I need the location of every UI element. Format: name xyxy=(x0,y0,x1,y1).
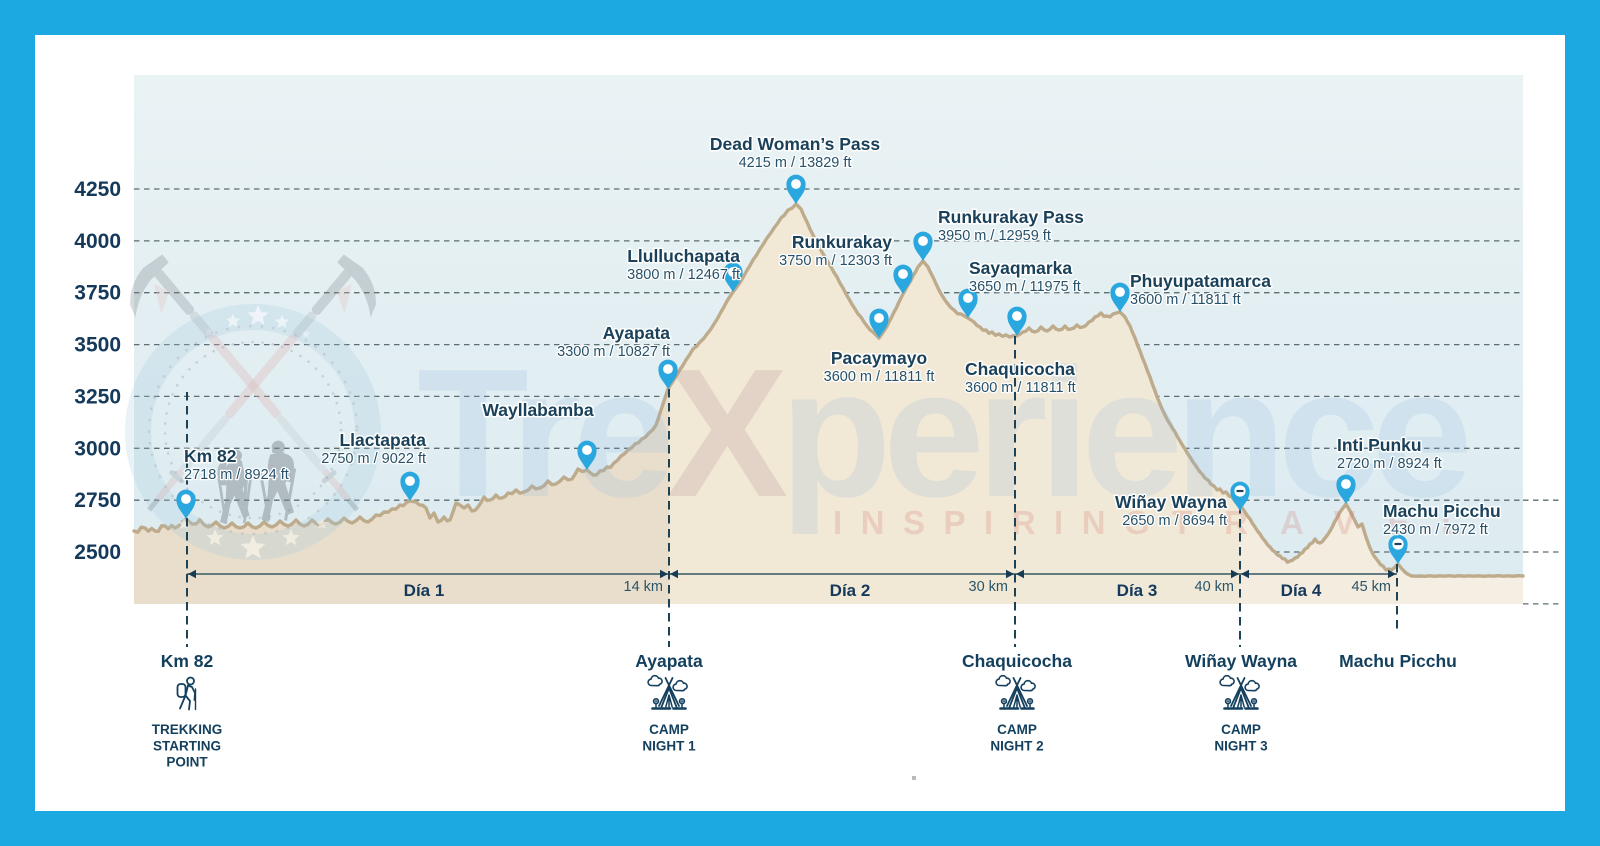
svg-text:Dead Woman’s Pass: Dead Woman’s Pass xyxy=(710,134,880,154)
svg-text:INSPIRING: INSPIRING xyxy=(833,504,1168,541)
svg-text:Día 2: Día 2 xyxy=(830,581,871,600)
svg-text:4215 m / 13829 ft: 4215 m / 13829 ft xyxy=(739,155,852,171)
svg-text:Km 82: Km 82 xyxy=(161,651,214,671)
svg-text:3500: 3500 xyxy=(74,334,121,357)
svg-text:Km 82: Km 82 xyxy=(184,446,237,466)
svg-text:Machu Picchu: Machu Picchu xyxy=(1339,651,1457,671)
svg-text:14 km: 14 km xyxy=(624,579,664,595)
svg-text:TreXperience: TreXperience xyxy=(417,330,1467,535)
svg-text:Chaquicocha: Chaquicocha xyxy=(965,359,1075,379)
svg-text:3250: 3250 xyxy=(74,385,121,408)
svg-text:2430 m / 7972 ft: 2430 m / 7972 ft xyxy=(1383,522,1488,538)
svg-text:2750 m / 9022 ft: 2750 m / 9022 ft xyxy=(321,451,426,467)
svg-text:2750: 2750 xyxy=(74,489,121,512)
svg-text:45 km: 45 km xyxy=(1352,579,1392,595)
svg-text:NIGHT 1: NIGHT 1 xyxy=(642,738,696,753)
svg-text:Día 1: Día 1 xyxy=(404,581,445,600)
svg-text:CAMP: CAMP xyxy=(1221,722,1261,737)
svg-text:Runkurakay: Runkurakay xyxy=(792,232,892,252)
svg-text:3000: 3000 xyxy=(74,437,121,460)
svg-text:Día 4: Día 4 xyxy=(1281,581,1322,600)
svg-text:3650 m / 11975 ft: 3650 m / 11975 ft xyxy=(969,279,1081,295)
svg-text:3300 m / 10827 ft: 3300 m / 10827 ft xyxy=(557,344,670,360)
svg-text:3950 m / 12959 ft: 3950 m / 12959 ft xyxy=(938,228,1051,244)
svg-text:NIGHT 3: NIGHT 3 xyxy=(1214,738,1268,753)
svg-text:2500: 2500 xyxy=(74,541,121,564)
svg-text:POINT: POINT xyxy=(166,755,208,770)
svg-text:3750: 3750 xyxy=(74,282,121,305)
svg-text:30 km: 30 km xyxy=(969,579,1009,595)
svg-text:Inti Punku: Inti Punku xyxy=(1337,435,1422,455)
svg-text:Wiñay Wayna: Wiñay Wayna xyxy=(1185,651,1297,671)
svg-text:Día 3: Día 3 xyxy=(1117,581,1158,600)
svg-text:Runkurakay Pass: Runkurakay Pass xyxy=(938,207,1084,227)
svg-text:4000: 4000 xyxy=(74,230,121,253)
svg-text:Ayapata: Ayapata xyxy=(635,651,703,671)
svg-text:3800 m / 12467 ft: 3800 m / 12467 ft xyxy=(627,267,740,283)
svg-text:Wayllabamba: Wayllabamba xyxy=(482,400,593,420)
svg-text:2718 m / 8924 ft: 2718 m / 8924 ft xyxy=(184,467,289,483)
svg-text:Ayapata: Ayapata xyxy=(603,323,671,343)
svg-text:CAMP: CAMP xyxy=(649,722,689,737)
svg-text:2720 m / 8924 ft: 2720 m / 8924 ft xyxy=(1337,456,1442,472)
svg-text:Chaquicocha: Chaquicocha xyxy=(962,651,1072,671)
svg-text:CAMP: CAMP xyxy=(997,722,1037,737)
svg-text:TRAVEL: TRAVEL xyxy=(1172,504,1494,541)
svg-text:2650 m / 8694 ft: 2650 m / 8694 ft xyxy=(1122,513,1227,529)
svg-text:NIGHT 2: NIGHT 2 xyxy=(990,738,1043,753)
svg-text:Phuyupatamarca: Phuyupatamarca xyxy=(1130,271,1271,291)
svg-text:Pacaymayo: Pacaymayo xyxy=(831,348,927,368)
svg-text:STARTING: STARTING xyxy=(153,738,221,753)
svg-text:TREKKING: TREKKING xyxy=(152,722,223,737)
svg-text:3600 m / 11811 ft: 3600 m / 11811 ft xyxy=(965,380,1076,396)
svg-text:3600 m / 11811 ft: 3600 m / 11811 ft xyxy=(1130,292,1241,308)
svg-text:Sayaqmarka: Sayaqmarka xyxy=(969,258,1072,278)
svg-text:Wiñay Wayna: Wiñay Wayna xyxy=(1115,492,1227,512)
svg-text:3750 m / 12303 ft: 3750 m / 12303 ft xyxy=(779,253,892,269)
svg-text:3600 m / 11811 ft: 3600 m / 11811 ft xyxy=(824,369,935,385)
svg-text:40 km: 40 km xyxy=(1195,579,1235,595)
svg-text:Llactapata: Llactapata xyxy=(339,430,426,450)
svg-text:4250: 4250 xyxy=(74,178,121,201)
svg-text:Llulluchapata: Llulluchapata xyxy=(627,246,740,266)
svg-text:Machu Picchu: Machu Picchu xyxy=(1383,501,1501,521)
